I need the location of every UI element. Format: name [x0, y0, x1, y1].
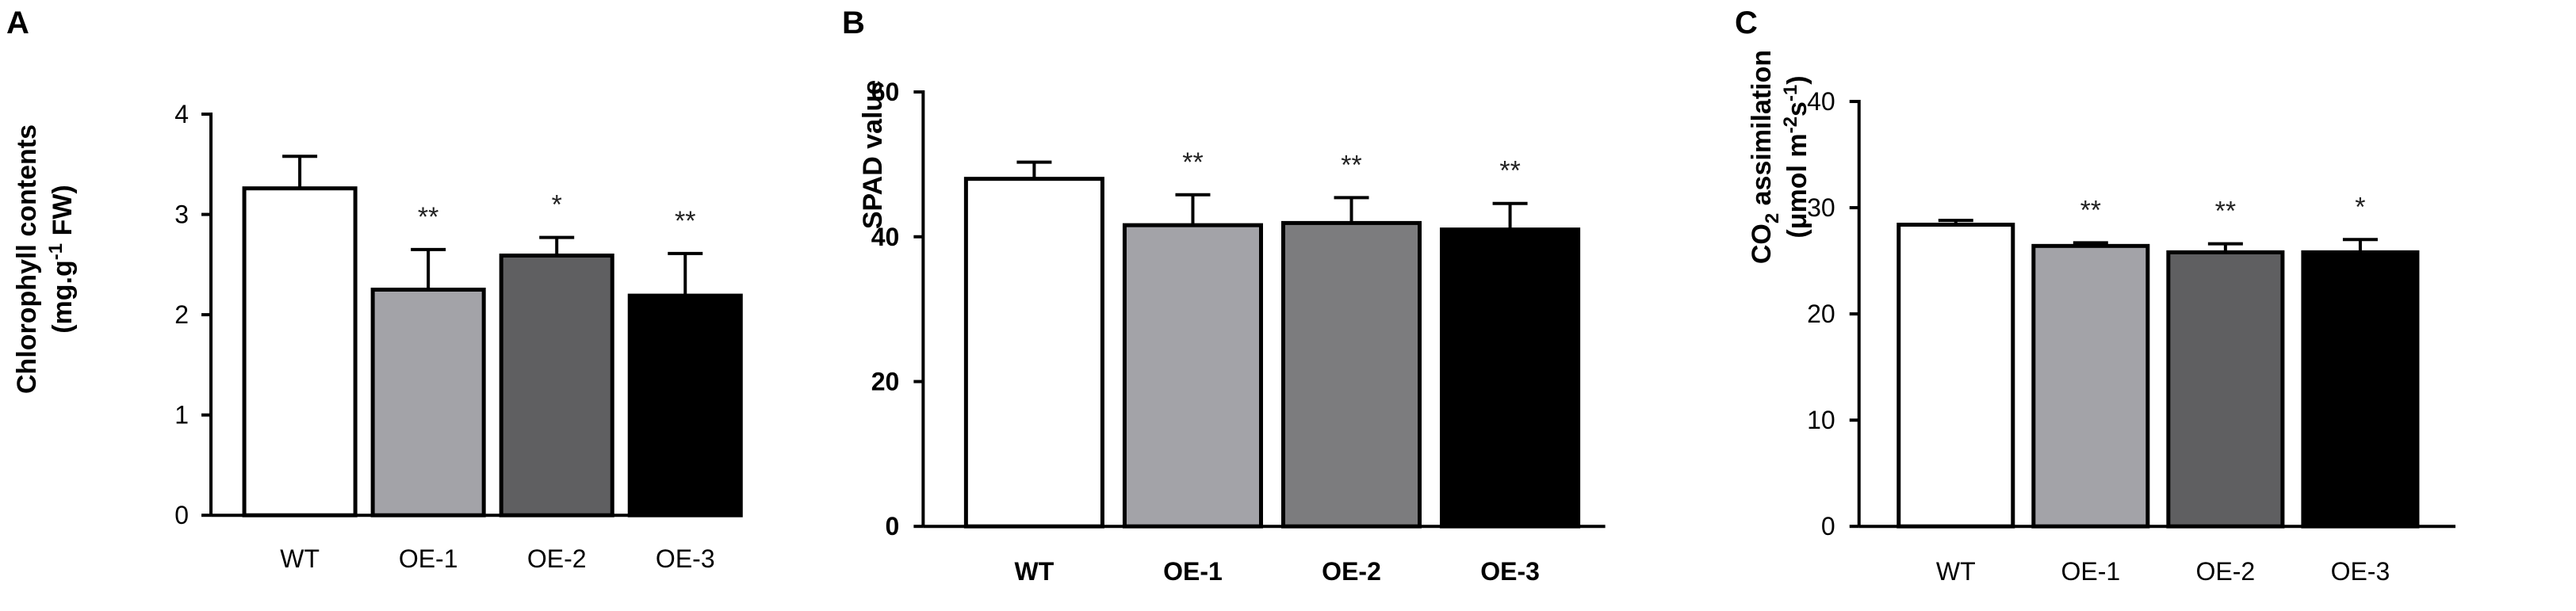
x-tick-label-b-1: OE-1: [1163, 557, 1223, 586]
y-axis-label-a-line2: (mg.g-1 FW): [45, 185, 78, 334]
panel-letter-c: C: [1735, 6, 1758, 40]
significance-c: ** ** *: [2080, 192, 2366, 226]
significance-mark-b-3: **: [1499, 156, 1520, 186]
y-tick-label-c-0: 0: [1821, 512, 1835, 540]
bar-b-oe-2: [1280, 220, 1422, 529]
bar-b-oe-1: [1122, 223, 1263, 529]
significance-mark-c-2: **: [2215, 197, 2236, 227]
significance-mark-c-1: **: [2080, 195, 2101, 225]
panel-a: A Chlorophyll contents (mg.g-1 FW) 0 1 2 3 4…: [6, 6, 743, 573]
y-axis-label-b: SPAD value: [858, 80, 888, 229]
significance-mark-a-2: *: [552, 190, 562, 220]
significance-a: ** ***: [418, 190, 696, 236]
significance-mark-a-3: **: [675, 206, 695, 236]
panel-b: B SPAD value 0 20 40 60 ** ** ** WT OE-1 OE-2 OE…: [842, 6, 1606, 586]
x-tick-label-a-1: OE-1: [399, 544, 458, 573]
bar-c-oe-2: [2166, 250, 2285, 529]
y-ticks-c: 0 10 20 30 40: [1807, 87, 1859, 540]
y-tick-label-b-1: 20: [871, 367, 900, 395]
y-tick-label-b-2: 40: [871, 223, 900, 251]
y-tick-label-b-3: 60: [871, 78, 900, 106]
bar-a-oe-3: [627, 293, 743, 517]
panel-letter-b: B: [842, 6, 865, 40]
y-axis-label-a-line1: Chlorophyll contents: [12, 124, 42, 394]
bar-a-wt: [242, 186, 358, 517]
y-tick-label-a-4: 4: [174, 100, 189, 128]
x-ticks-a: WT OE-1 OE-2 OE-3: [280, 544, 714, 573]
x-tick-label-c-1: OE-1: [2061, 557, 2120, 586]
x-tick-label-a-0: WT: [280, 544, 320, 573]
y-tick-label-c-2: 20: [1807, 300, 1835, 328]
y-tick-label-b-0: 0: [886, 512, 900, 540]
significance-mark-b-2: **: [1341, 150, 1361, 180]
y-tick-label-a-0: 0: [174, 501, 189, 529]
bar-b-wt: [963, 177, 1104, 529]
y-axis-label-c-line2: (μmol m-2s-1): [1780, 75, 1812, 238]
error-bars-b: [1016, 160, 1528, 230]
x-ticks-c: WT OE-1 OE-2 OE-3: [1936, 557, 2390, 586]
bar-a-oe-1: [370, 287, 486, 517]
x-tick-label-a-3: OE-3: [656, 544, 715, 573]
x-tick-label-c-3: OE-3: [2331, 557, 2390, 586]
bar-c-oe-1: [2031, 243, 2150, 529]
y-tick-label-a-1: 1: [174, 401, 189, 430]
panel-c: C CO2 assimilation (μmol m-2s-1) 0 10 20 30…: [1735, 6, 2455, 586]
y-ticks-b: 0 20 40 60: [871, 78, 924, 540]
bars-b: [963, 177, 1581, 529]
x-tick-label-b-0: WT: [1015, 557, 1055, 586]
x-tick-label-c-2: OE-2: [2196, 557, 2256, 586]
bars-c: [1897, 223, 2420, 529]
x-tick-label-c-0: WT: [1936, 557, 1976, 586]
panel-letter-a: A: [6, 6, 29, 40]
bar-c-wt: [1897, 223, 2015, 529]
y-ticks-a: 0 1 2 3 4: [174, 100, 212, 529]
y-axis-label-c-line1: CO2 assimilation: [1747, 50, 1783, 264]
significance-mark-c-3: *: [2355, 192, 2365, 222]
error-bars-c: [1938, 219, 2378, 253]
bar-a-oe-2: [499, 253, 614, 517]
significance-mark-a-1: **: [418, 202, 438, 232]
bars-a: [242, 186, 743, 517]
x-tick-label-a-2: OE-2: [527, 544, 587, 573]
x-tick-label-b-3: OE-3: [1480, 557, 1540, 586]
significance-mark-b-1: **: [1182, 147, 1203, 178]
x-ticks-b: WT OE-1 OE-2 OE-3: [1015, 557, 1540, 586]
error-bars-a: [282, 155, 703, 296]
y-tick-label-c-4: 40: [1807, 87, 1835, 116]
y-tick-label-a-3: 3: [174, 200, 189, 229]
bar-b-oe-3: [1440, 227, 1581, 529]
significance-b: ** ** **: [1182, 147, 1521, 186]
x-tick-label-b-2: OE-2: [1322, 557, 1381, 586]
y-tick-label-c-3: 30: [1807, 193, 1835, 222]
y-tick-label-c-1: 10: [1807, 406, 1835, 434]
y-tick-label-a-2: 2: [174, 300, 189, 329]
bar-c-oe-3: [2301, 250, 2420, 529]
